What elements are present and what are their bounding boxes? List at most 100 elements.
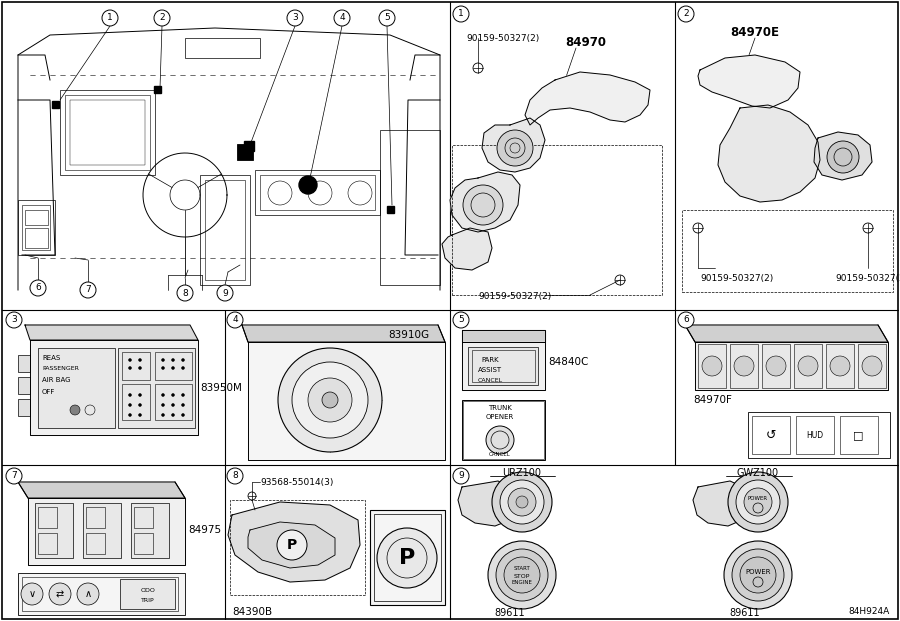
Text: 8: 8 xyxy=(232,471,238,481)
Bar xyxy=(118,348,195,428)
Bar xyxy=(22,577,178,611)
Circle shape xyxy=(139,414,141,417)
Polygon shape xyxy=(482,118,545,172)
Bar xyxy=(86,533,105,554)
Bar xyxy=(794,344,822,388)
Bar xyxy=(230,500,365,595)
Text: PARK: PARK xyxy=(482,357,499,363)
Circle shape xyxy=(161,414,165,417)
Bar xyxy=(18,200,55,255)
Text: GWZ100: GWZ100 xyxy=(737,468,779,478)
Text: 7: 7 xyxy=(11,471,17,481)
Text: 90159-50327(2): 90159-50327(2) xyxy=(479,292,552,302)
Text: 84975: 84975 xyxy=(188,525,221,535)
Circle shape xyxy=(500,480,544,524)
Circle shape xyxy=(299,176,317,194)
Text: 2: 2 xyxy=(159,14,165,22)
Bar xyxy=(840,416,878,454)
Circle shape xyxy=(182,414,184,417)
Bar xyxy=(25,228,48,248)
Bar xyxy=(237,144,253,160)
Text: CANCEL: CANCEL xyxy=(477,378,502,383)
Text: 89611: 89611 xyxy=(495,608,526,618)
Text: 3: 3 xyxy=(292,14,298,22)
Bar xyxy=(38,533,57,554)
Text: 90159-50327(2): 90159-50327(2) xyxy=(835,273,900,283)
Circle shape xyxy=(486,426,514,454)
Text: STOP: STOP xyxy=(514,574,530,579)
Text: TRIP: TRIP xyxy=(141,599,155,604)
Polygon shape xyxy=(718,105,820,202)
Text: AIR BAG: AIR BAG xyxy=(42,377,70,383)
Bar xyxy=(155,384,192,420)
Text: OFF: OFF xyxy=(42,389,56,395)
Polygon shape xyxy=(18,482,185,498)
Text: START: START xyxy=(514,566,530,571)
Circle shape xyxy=(728,472,788,532)
Polygon shape xyxy=(242,325,445,342)
Bar xyxy=(70,100,145,165)
Circle shape xyxy=(463,185,503,225)
Text: 7: 7 xyxy=(86,286,91,294)
Text: 89611: 89611 xyxy=(730,608,760,618)
Bar xyxy=(205,180,245,280)
Circle shape xyxy=(766,356,786,376)
Circle shape xyxy=(129,358,131,361)
Text: ↺: ↺ xyxy=(766,428,776,442)
Text: 6: 6 xyxy=(35,284,40,292)
Polygon shape xyxy=(462,330,545,342)
Text: 84970: 84970 xyxy=(565,35,606,48)
Bar xyxy=(826,344,854,388)
Text: ∧: ∧ xyxy=(85,589,92,599)
Text: 6: 6 xyxy=(683,315,688,325)
Circle shape xyxy=(172,366,175,369)
Circle shape xyxy=(292,362,368,438)
Circle shape xyxy=(740,557,776,593)
Polygon shape xyxy=(462,342,545,390)
Circle shape xyxy=(182,404,184,407)
Bar xyxy=(65,95,150,170)
Bar xyxy=(387,206,394,213)
Text: 84840C: 84840C xyxy=(548,357,589,367)
Polygon shape xyxy=(30,340,198,435)
Bar xyxy=(18,573,185,615)
Circle shape xyxy=(334,10,350,26)
Circle shape xyxy=(21,583,43,605)
Bar xyxy=(255,170,380,215)
Circle shape xyxy=(172,414,175,417)
Circle shape xyxy=(453,312,469,328)
Circle shape xyxy=(322,392,338,408)
Circle shape xyxy=(129,414,131,417)
Bar xyxy=(18,377,30,394)
Circle shape xyxy=(504,557,540,593)
Circle shape xyxy=(77,583,99,605)
Bar xyxy=(52,101,59,108)
Circle shape xyxy=(172,394,175,396)
Circle shape xyxy=(702,356,722,376)
Bar xyxy=(858,344,886,388)
Bar xyxy=(796,416,834,454)
Text: 4: 4 xyxy=(232,315,238,325)
Text: 84970E: 84970E xyxy=(730,25,779,39)
Text: REAS: REAS xyxy=(42,355,60,361)
Bar xyxy=(38,348,115,428)
Circle shape xyxy=(161,404,165,407)
Circle shape xyxy=(516,496,528,508)
Bar xyxy=(698,344,726,388)
Circle shape xyxy=(139,358,141,361)
Circle shape xyxy=(830,356,850,376)
Circle shape xyxy=(182,366,184,369)
Circle shape xyxy=(732,549,784,601)
Circle shape xyxy=(492,472,552,532)
Circle shape xyxy=(139,404,141,407)
Polygon shape xyxy=(814,132,872,180)
Text: 84970F: 84970F xyxy=(693,395,732,405)
Bar xyxy=(463,401,544,459)
Text: 83950M: 83950M xyxy=(200,383,242,393)
Bar xyxy=(752,416,790,454)
Circle shape xyxy=(161,394,165,396)
Text: 5: 5 xyxy=(384,14,390,22)
Text: 1: 1 xyxy=(458,9,464,19)
Circle shape xyxy=(139,394,141,396)
Circle shape xyxy=(678,6,694,22)
